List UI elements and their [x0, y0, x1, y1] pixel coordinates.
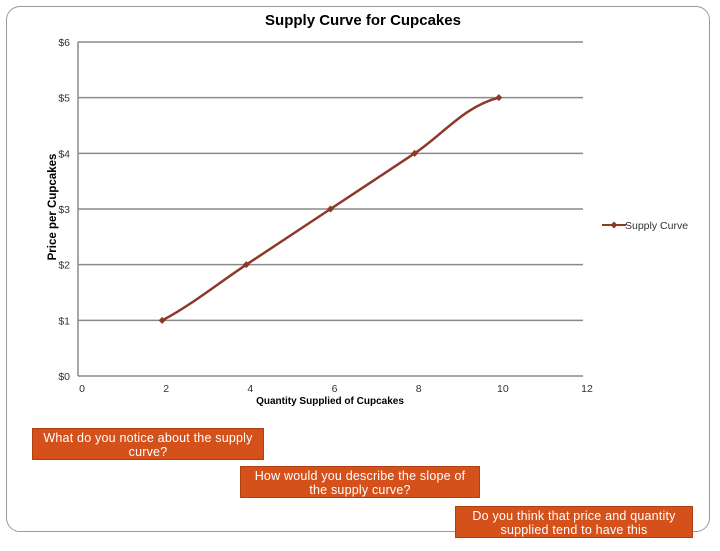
callout-notice: What do you notice about the supply curv… — [32, 428, 264, 460]
legend-marker — [610, 221, 618, 229]
y-tick-label: $1 — [58, 315, 70, 327]
x-tick-label: 0 — [79, 383, 85, 395]
series-layer — [158, 94, 503, 324]
legend: Supply Curve — [602, 220, 688, 232]
slide-frame — [6, 6, 710, 532]
y-tick-label: $3 — [58, 204, 70, 216]
y-tick-label: $0 — [58, 371, 70, 383]
x-tick-label: 2 — [163, 383, 169, 395]
y-tick-label: $5 — [58, 93, 70, 105]
x-tick-label: 8 — [416, 383, 422, 395]
data-point — [411, 149, 419, 157]
y-tick-label: $4 — [58, 148, 70, 160]
grid — [78, 41, 583, 322]
y-tick-label: $2 — [58, 260, 70, 272]
y-tick-label: $6 — [58, 37, 70, 49]
y-tick-labels: $0 $1 $2 $3 $4 $5 $6 — [58, 37, 70, 383]
legend-label: Supply Curve — [625, 220, 688, 232]
y-axis-label: Price per Cupcakes — [47, 154, 59, 261]
data-point — [495, 94, 503, 102]
x-tick-label: 6 — [332, 383, 338, 395]
x-tick-label: 12 — [581, 383, 593, 395]
x-tick-label: 4 — [247, 383, 253, 395]
callout-relationship: Do you think that price and quantity sup… — [455, 506, 693, 551]
x-tick-label: 10 — [497, 383, 509, 395]
callout-slope: How would you describe the slope of the … — [240, 466, 480, 498]
axes — [77, 42, 583, 377]
data-point — [158, 316, 166, 324]
data-point — [327, 205, 334, 213]
x-axis-label: Quantity Supplied of Cupcakes — [256, 396, 404, 407]
data-point — [242, 261, 250, 269]
x-tick-labels: 0 2 4 6 8 10 12 — [79, 383, 593, 395]
chart-title: Supply Curve for Cupcakes — [265, 12, 461, 29]
